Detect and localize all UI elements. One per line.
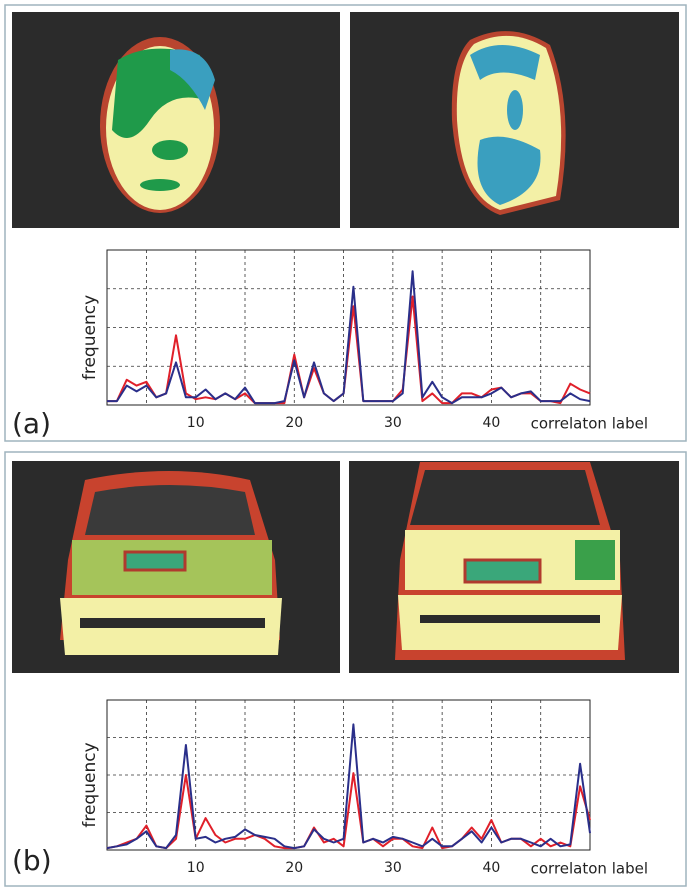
x-tick-label: 10 [187, 860, 205, 876]
x-tick-label: 40 [483, 415, 501, 431]
car-image [349, 461, 679, 673]
data-line [107, 270, 591, 405]
panel-label: (b) [12, 844, 52, 877]
y-axis-label: frequency [80, 742, 100, 827]
y-axis-label: frequency [80, 295, 100, 380]
face-image [350, 12, 679, 228]
x-axis-label: correlaton label [531, 415, 648, 433]
car-image [12, 461, 340, 673]
x-tick-label: 20 [285, 415, 303, 431]
data-line [106, 723, 591, 850]
x-tick-label: 30 [384, 415, 402, 431]
panel-label: (a) [12, 407, 51, 440]
x-tick-label: 10 [187, 415, 205, 431]
panel-frame [4, 4, 687, 442]
x-axis-label: correlaton label [531, 860, 648, 878]
x-tick-label: 20 [285, 860, 303, 876]
panel-frame [4, 451, 687, 887]
x-tick-label: 30 [384, 860, 402, 876]
x-tick-label: 40 [483, 860, 501, 876]
face-image [12, 12, 340, 228]
